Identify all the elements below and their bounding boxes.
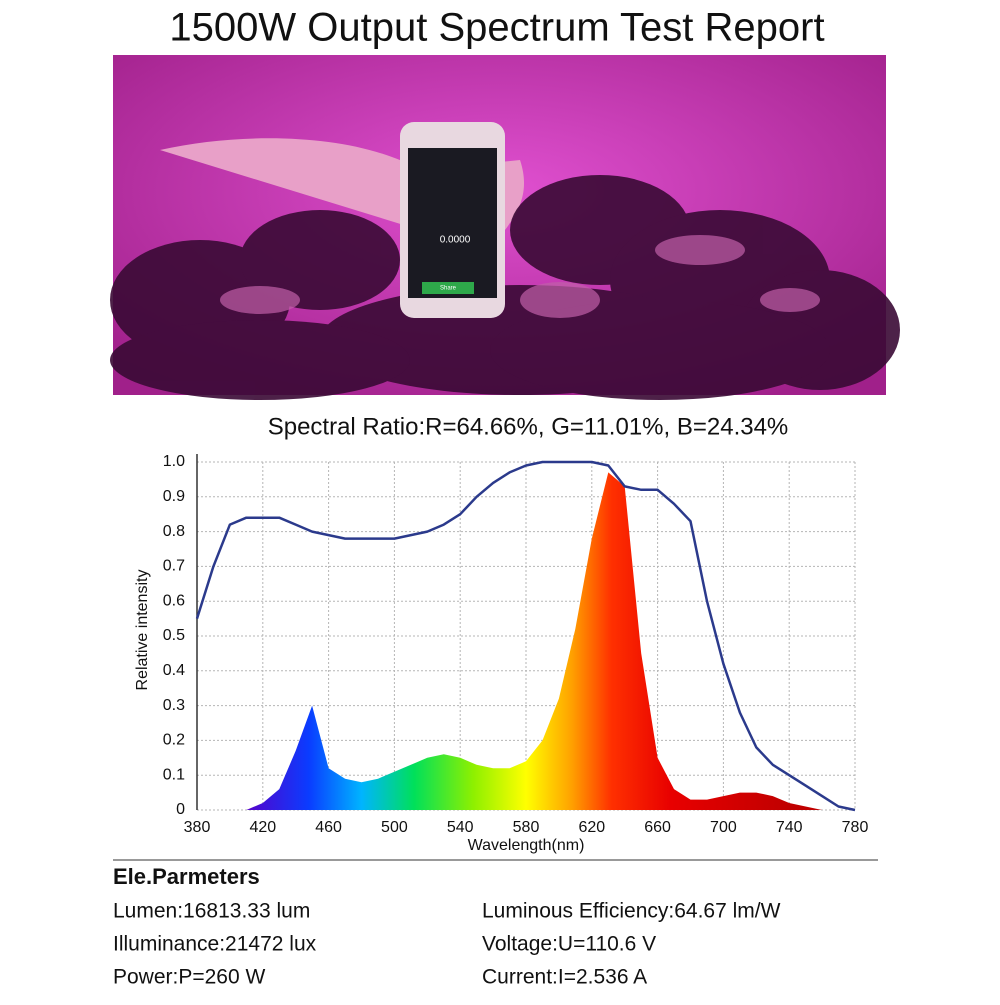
y-axis-label: Relative intensity — [134, 570, 151, 691]
y-tick-label: 0.9 — [163, 488, 185, 505]
y-tick-label: 1.0 — [163, 453, 185, 470]
x-tick-label: 740 — [776, 819, 803, 836]
phone-button: Share — [440, 286, 457, 292]
x-tick-label: 660 — [644, 819, 671, 836]
parameters-heading: Ele.Parmeters — [113, 864, 260, 889]
y-tick-label: 0.6 — [163, 592, 185, 609]
x-axis-label: Wavelength(nm) — [468, 837, 585, 854]
y-tick-label: 0 — [176, 801, 185, 818]
phone-reading: 0.0000 — [440, 235, 471, 246]
x-tick-label: 620 — [578, 819, 605, 836]
x-tick-label: 780 — [842, 819, 869, 836]
x-tick-label: 580 — [513, 819, 540, 836]
chart-title: Spectral Ratio:R=64.66%, G=11.01%, B=24.… — [268, 413, 789, 440]
parameter: Current:I=2.536 A — [482, 966, 647, 989]
parameters: Lumen:16813.33 lum Illuminance:21472 lux P… — [113, 900, 781, 989]
parameter: Illuminance:21472 lux — [113, 933, 317, 956]
y-tick-label: 0.5 — [163, 627, 185, 644]
x-tick-label: 420 — [249, 819, 276, 836]
parameter: Luminous Efficiency:64.67 lm/W — [482, 900, 781, 923]
y-tick-label: 0.7 — [163, 558, 185, 575]
x-tick-label: 540 — [447, 819, 474, 836]
page-title: 1500W Output Spectrum Test Report — [169, 6, 824, 50]
y-tick-label: 0.4 — [163, 662, 185, 679]
y-tick-label: 0.8 — [163, 523, 185, 540]
x-tick-label: 700 — [710, 819, 737, 836]
x-tick-label: 380 — [184, 819, 211, 836]
x-tick-label: 500 — [381, 819, 408, 836]
parameter: Power:P=260 W — [113, 966, 266, 989]
y-tick-label: 0.1 — [163, 766, 185, 783]
parameter: Lumen:16813.33 lum — [113, 900, 310, 923]
y-tick-label: 0.2 — [163, 732, 185, 749]
x-tick-label: 460 — [315, 819, 342, 836]
y-tick-label: 0.3 — [163, 697, 185, 714]
curve-line — [195, 460, 856, 812]
photo: 0.0000 Share — [110, 55, 900, 400]
plot: 0 0.1 0.2 0.3 0.4 0.5 0.6 0.7 0.8 0.9 1.0 380 420 460… — [163, 453, 869, 836]
parameter: Voltage:U=110.6 V — [482, 933, 656, 956]
